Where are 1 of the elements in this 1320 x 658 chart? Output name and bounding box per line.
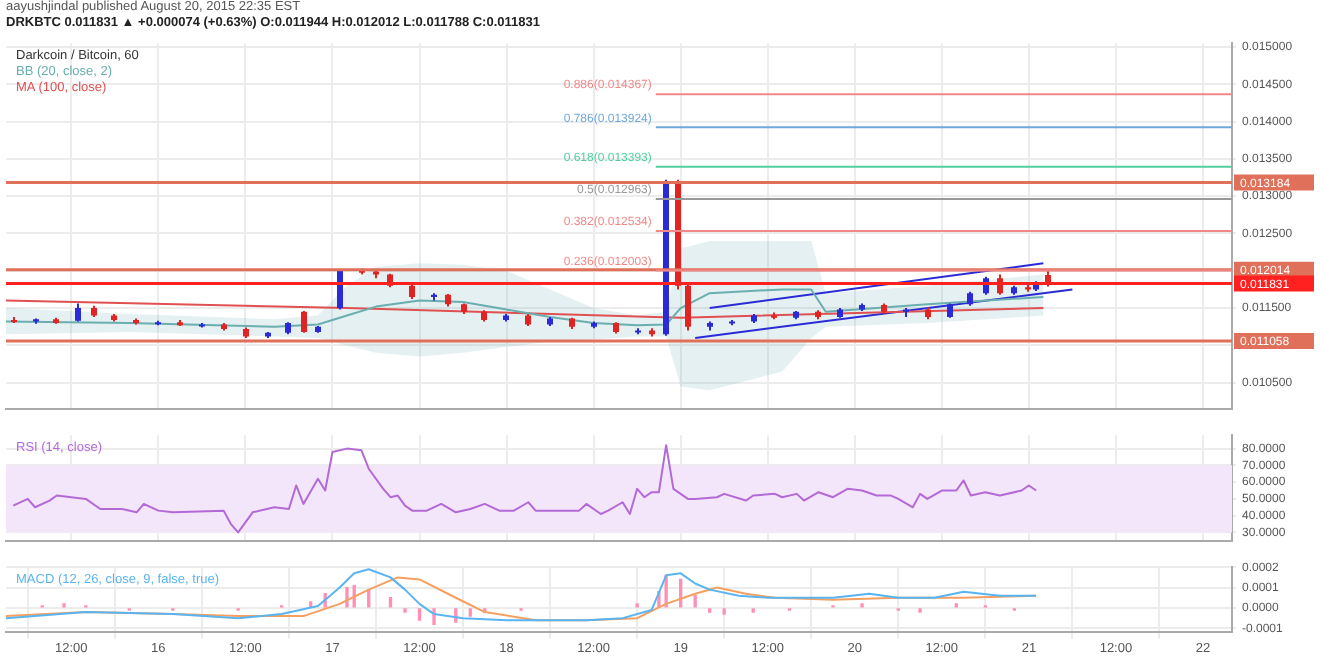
candlestick — [33, 318, 39, 324]
